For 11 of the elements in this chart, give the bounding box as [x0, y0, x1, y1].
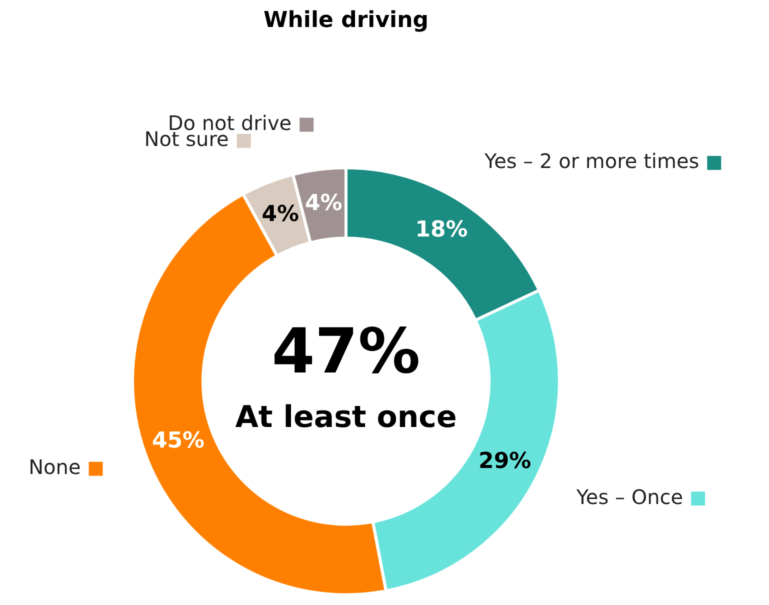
legend-label: None — [28, 454, 81, 479]
text: At least once — [235, 400, 457, 435]
data-label: 29% — [478, 448, 532, 474]
data-label: 4% — [304, 191, 342, 216]
chart-title: While driving — [263, 8, 429, 33]
text: 47% — [272, 314, 420, 388]
legend-label: Yes – 2 or more times — [484, 149, 700, 174]
data-label: 45% — [152, 428, 205, 454]
data-label: 18% — [415, 217, 468, 242]
data-label: 4% — [262, 202, 300, 228]
legend-label: Yes – Once — [575, 484, 684, 509]
